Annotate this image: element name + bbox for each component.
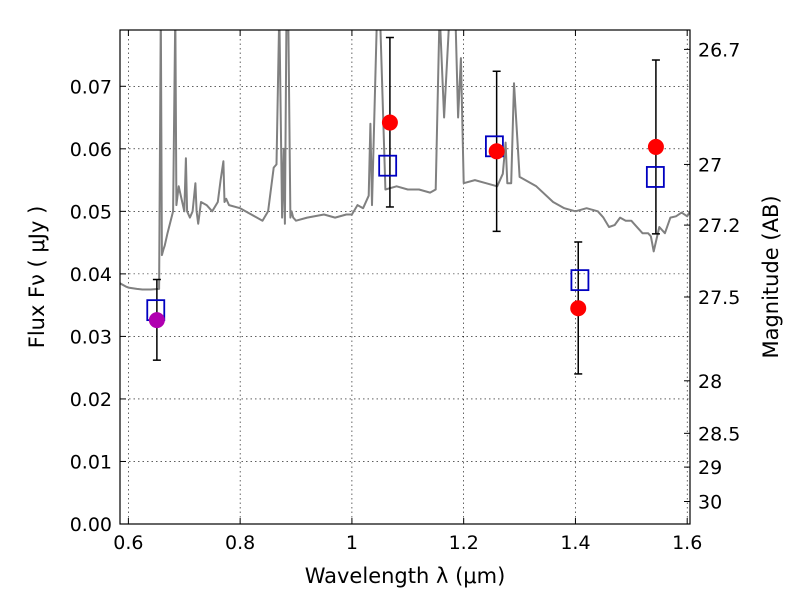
magnitude-tick-label: 28: [698, 371, 722, 393]
x-tick-label: 1: [346, 532, 358, 554]
x-tick-label: 0.8: [225, 532, 255, 554]
synthetic-flux-square: [570, 269, 590, 292]
synthetic-flux-square: [645, 166, 665, 188]
y-tick-label: 0.05: [70, 201, 112, 223]
observed-flux-point: [381, 114, 398, 131]
plot-area: [120, 30, 690, 291]
model-spectrum-line: [120, 30, 690, 291]
y-tick-label: 0.06: [70, 139, 112, 161]
x-tick-label: 1.4: [560, 532, 590, 554]
y-tick-label: 0.03: [70, 326, 112, 348]
x-axis-label: Wavelength λ (μm): [305, 564, 506, 588]
magnitude-tick-label: 26.7: [698, 39, 740, 61]
magnitude-tick-label: 27.5: [698, 287, 740, 309]
y-tick-label: 0.04: [70, 264, 112, 286]
x-tick-label: 1.2: [449, 532, 479, 554]
x-tick-label: 1.6: [672, 532, 702, 554]
y-axis-label: Flux Fν ( μJy ): [25, 206, 49, 349]
axes: 0.6 0.8 1 1.2 1.4 1.6 0.00 0.01 0.02 0.03 0.04 0.05…: [70, 30, 740, 554]
observed-flux-point: [647, 138, 664, 155]
y-tick-label: 0.02: [70, 389, 112, 411]
x-tick-label: 0.6: [113, 532, 143, 554]
synthetic-flux-square: [378, 154, 398, 177]
y-tick-label: 0.00: [70, 514, 112, 536]
magnitude-tick-label: 29: [698, 457, 722, 479]
magnitude-tick-label: 27.2: [698, 215, 740, 237]
observed-flux-point: [148, 312, 165, 329]
markers: [146, 36, 665, 375]
y2-axis-label: Magnitude (AB): [759, 195, 783, 358]
magnitude-tick-label: 28.5: [698, 423, 740, 445]
y-tick-label: 0.01: [70, 451, 112, 473]
y-tick-label: 0.07: [70, 76, 112, 98]
magnitude-tick-label: 27: [698, 154, 722, 176]
observed-flux-point: [570, 300, 587, 317]
plot-frame: [119, 29, 691, 525]
plot-background: [120, 30, 690, 524]
magnitude-tick-label: 30: [698, 491, 722, 513]
observed-flux-point: [488, 143, 505, 160]
